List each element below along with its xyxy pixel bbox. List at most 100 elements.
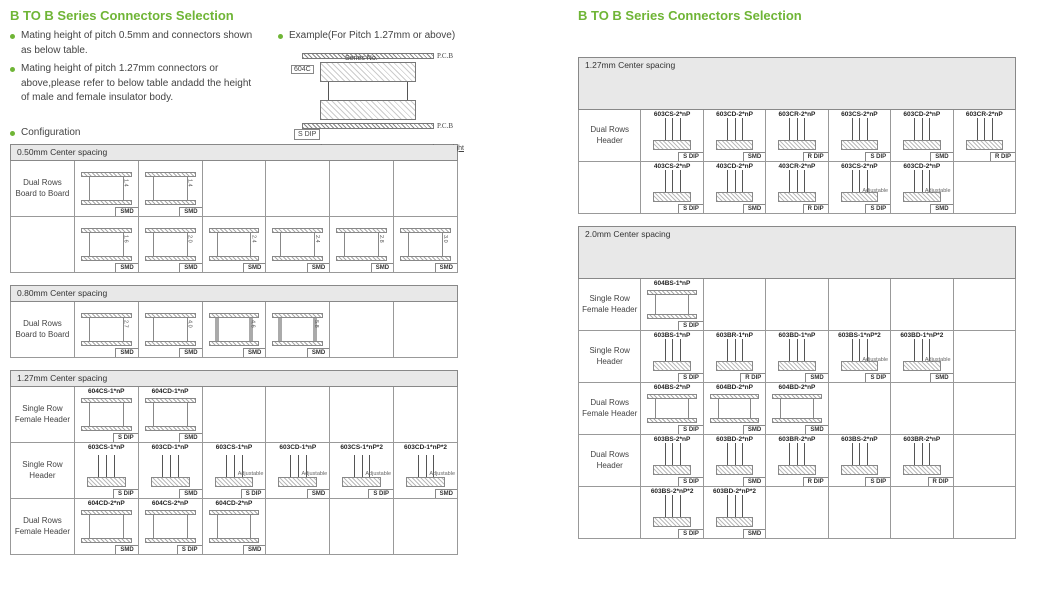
connector-figure: 1.4 — [81, 172, 132, 205]
cell: 603CS-2*nPS DIP — [828, 110, 890, 162]
bullet-icon — [10, 34, 15, 39]
dimension: 5.8 — [313, 320, 319, 328]
adjustable-label: Adjustable — [862, 188, 888, 194]
cell: 603BR-2*nP R DIP — [891, 435, 953, 487]
connector-figure — [841, 447, 878, 475]
cell: 604BD-2*nPSMD — [766, 383, 828, 435]
cell: 603CS-1*nPS DIP — [74, 443, 138, 499]
connector-figure — [87, 455, 126, 487]
cell: 603BD-2*nP*2 SMD — [703, 487, 765, 539]
mount-tag: SMD — [743, 529, 765, 538]
dimension: 1.4 — [187, 179, 193, 187]
row-header: Dual RowsFemale Header — [11, 499, 75, 555]
part-number: 603BD-2*nP*2 — [704, 488, 765, 495]
part-number: 604BD-2*nP — [704, 384, 765, 391]
part-number: 604CD-2*nP — [203, 500, 266, 507]
cell — [953, 383, 1015, 435]
cell — [953, 487, 1015, 539]
connector-figure — [716, 499, 753, 527]
mount-tag: S DIP — [678, 425, 703, 434]
cell — [330, 499, 394, 555]
part-number: 604BS-1*nP — [641, 280, 702, 287]
part-number: 604CS-2*nP — [139, 500, 202, 507]
row-header: Dual RowsBoard to Board — [11, 161, 75, 217]
mount-tag: SMD — [371, 263, 393, 272]
connector-figure — [778, 122, 815, 150]
cell: 5.8 SMD — [266, 302, 330, 358]
part-number: 604CS-1*nP — [75, 388, 138, 395]
mount-tag: SMD — [805, 425, 827, 434]
cell: 603CD-2*nPSMD — [891, 110, 953, 162]
part-number: 403CS-2*nP — [641, 163, 702, 170]
cell: 604CD-2*nPSMD — [202, 499, 266, 555]
cell: 403CD-2*nP SMD — [703, 162, 765, 214]
cell: 3.0SMD — [394, 217, 458, 273]
cell — [828, 383, 890, 435]
connector-figure — [778, 174, 815, 202]
bullet-1: Mating height of pitch 0.5mm and connect… — [10, 29, 254, 58]
connector-figure — [772, 394, 821, 423]
mount-tag: SMD — [179, 433, 201, 442]
row-header: Dual RowsFemale Header — [579, 383, 641, 435]
mount-tag: S DIP — [865, 204, 890, 213]
cell: 403CS-2*nP S DIP — [641, 162, 703, 214]
mount-tag: SMD — [115, 348, 137, 357]
cell: 603CR-2*nPR DIP — [766, 110, 828, 162]
table-header: 0.80mm Center spacing — [11, 286, 458, 302]
mount-tag: SMD — [307, 348, 329, 357]
mount-tag: SMD — [743, 425, 765, 434]
dimension: 4.6 — [249, 320, 255, 328]
cell: 603BS-2*nPS DIP — [641, 435, 703, 487]
mount-tag: SMD — [805, 373, 827, 382]
cell: 2.4SMD — [202, 217, 266, 273]
mount-tag: S DIP — [177, 545, 202, 554]
intro-section: Mating height of pitch 0.5mm and connect… — [10, 29, 458, 120]
cell: 1.4SMD — [138, 161, 202, 217]
mount-tag: S DIP — [865, 152, 890, 161]
cell: 604CD-2*nPSMD — [74, 499, 138, 555]
cell: 603BD-2*nPSMD — [703, 435, 765, 487]
cell — [202, 387, 266, 443]
dip-tag: S DIP — [294, 129, 320, 140]
part-number: 403CR-2*nP — [766, 163, 827, 170]
part-number: 603BR-2*nP — [891, 436, 952, 443]
cell — [766, 279, 828, 331]
mount-tag: R DIP — [928, 477, 953, 486]
cell — [266, 387, 330, 443]
bullet-icon — [10, 67, 15, 72]
table-header: 1.27mm Center spacing — [579, 58, 1016, 110]
cell: 604BS-1*nPS DIP — [641, 279, 703, 331]
cell — [766, 487, 828, 539]
mount-tag: S DIP — [678, 152, 703, 161]
mount-tag: SMD — [930, 204, 952, 213]
mount-tag: SMD — [307, 489, 329, 498]
cell: 603BS-2*nP*2S DIP — [641, 487, 703, 539]
cell: 4.0SMD — [138, 302, 202, 358]
part-number: 603BD-1*nP*2 — [891, 332, 952, 339]
cell: 603BS-2*nPS DIP — [828, 435, 890, 487]
dimension: 4.0 — [187, 320, 193, 328]
row-header — [579, 162, 641, 214]
mount-tag: S DIP — [678, 204, 703, 213]
connector-figure — [903, 122, 940, 150]
mount-tag: SMD — [743, 204, 765, 213]
part-number: 403CD-2*nP — [704, 163, 765, 170]
part-number: 603CD-2*nP — [704, 111, 765, 118]
mount-tag: S DIP — [678, 529, 703, 538]
connector-figure — [966, 122, 1003, 150]
cell — [394, 161, 458, 217]
mount-tag: SMD — [115, 263, 137, 272]
cell: 2.7SMD — [74, 302, 138, 358]
part-number: 604BS-2*nP — [641, 384, 702, 391]
cell — [953, 331, 1015, 383]
part-number: 604CD-1*nP — [139, 388, 202, 395]
row-header: Single RowFemale Header — [11, 387, 75, 443]
connector-figure — [716, 122, 753, 150]
part-number: 603CS-2*nP — [641, 111, 702, 118]
table-080: 0.80mm Center spacing Dual RowsBoard to … — [10, 285, 458, 358]
mount-tag: S DIP — [113, 433, 138, 442]
table-200: 2.0mm Center spacing Single RowFemale He… — [578, 226, 1016, 539]
mount-tag: R DIP — [740, 373, 765, 382]
cell — [891, 383, 953, 435]
connector-figure: 3.0 — [400, 228, 451, 261]
